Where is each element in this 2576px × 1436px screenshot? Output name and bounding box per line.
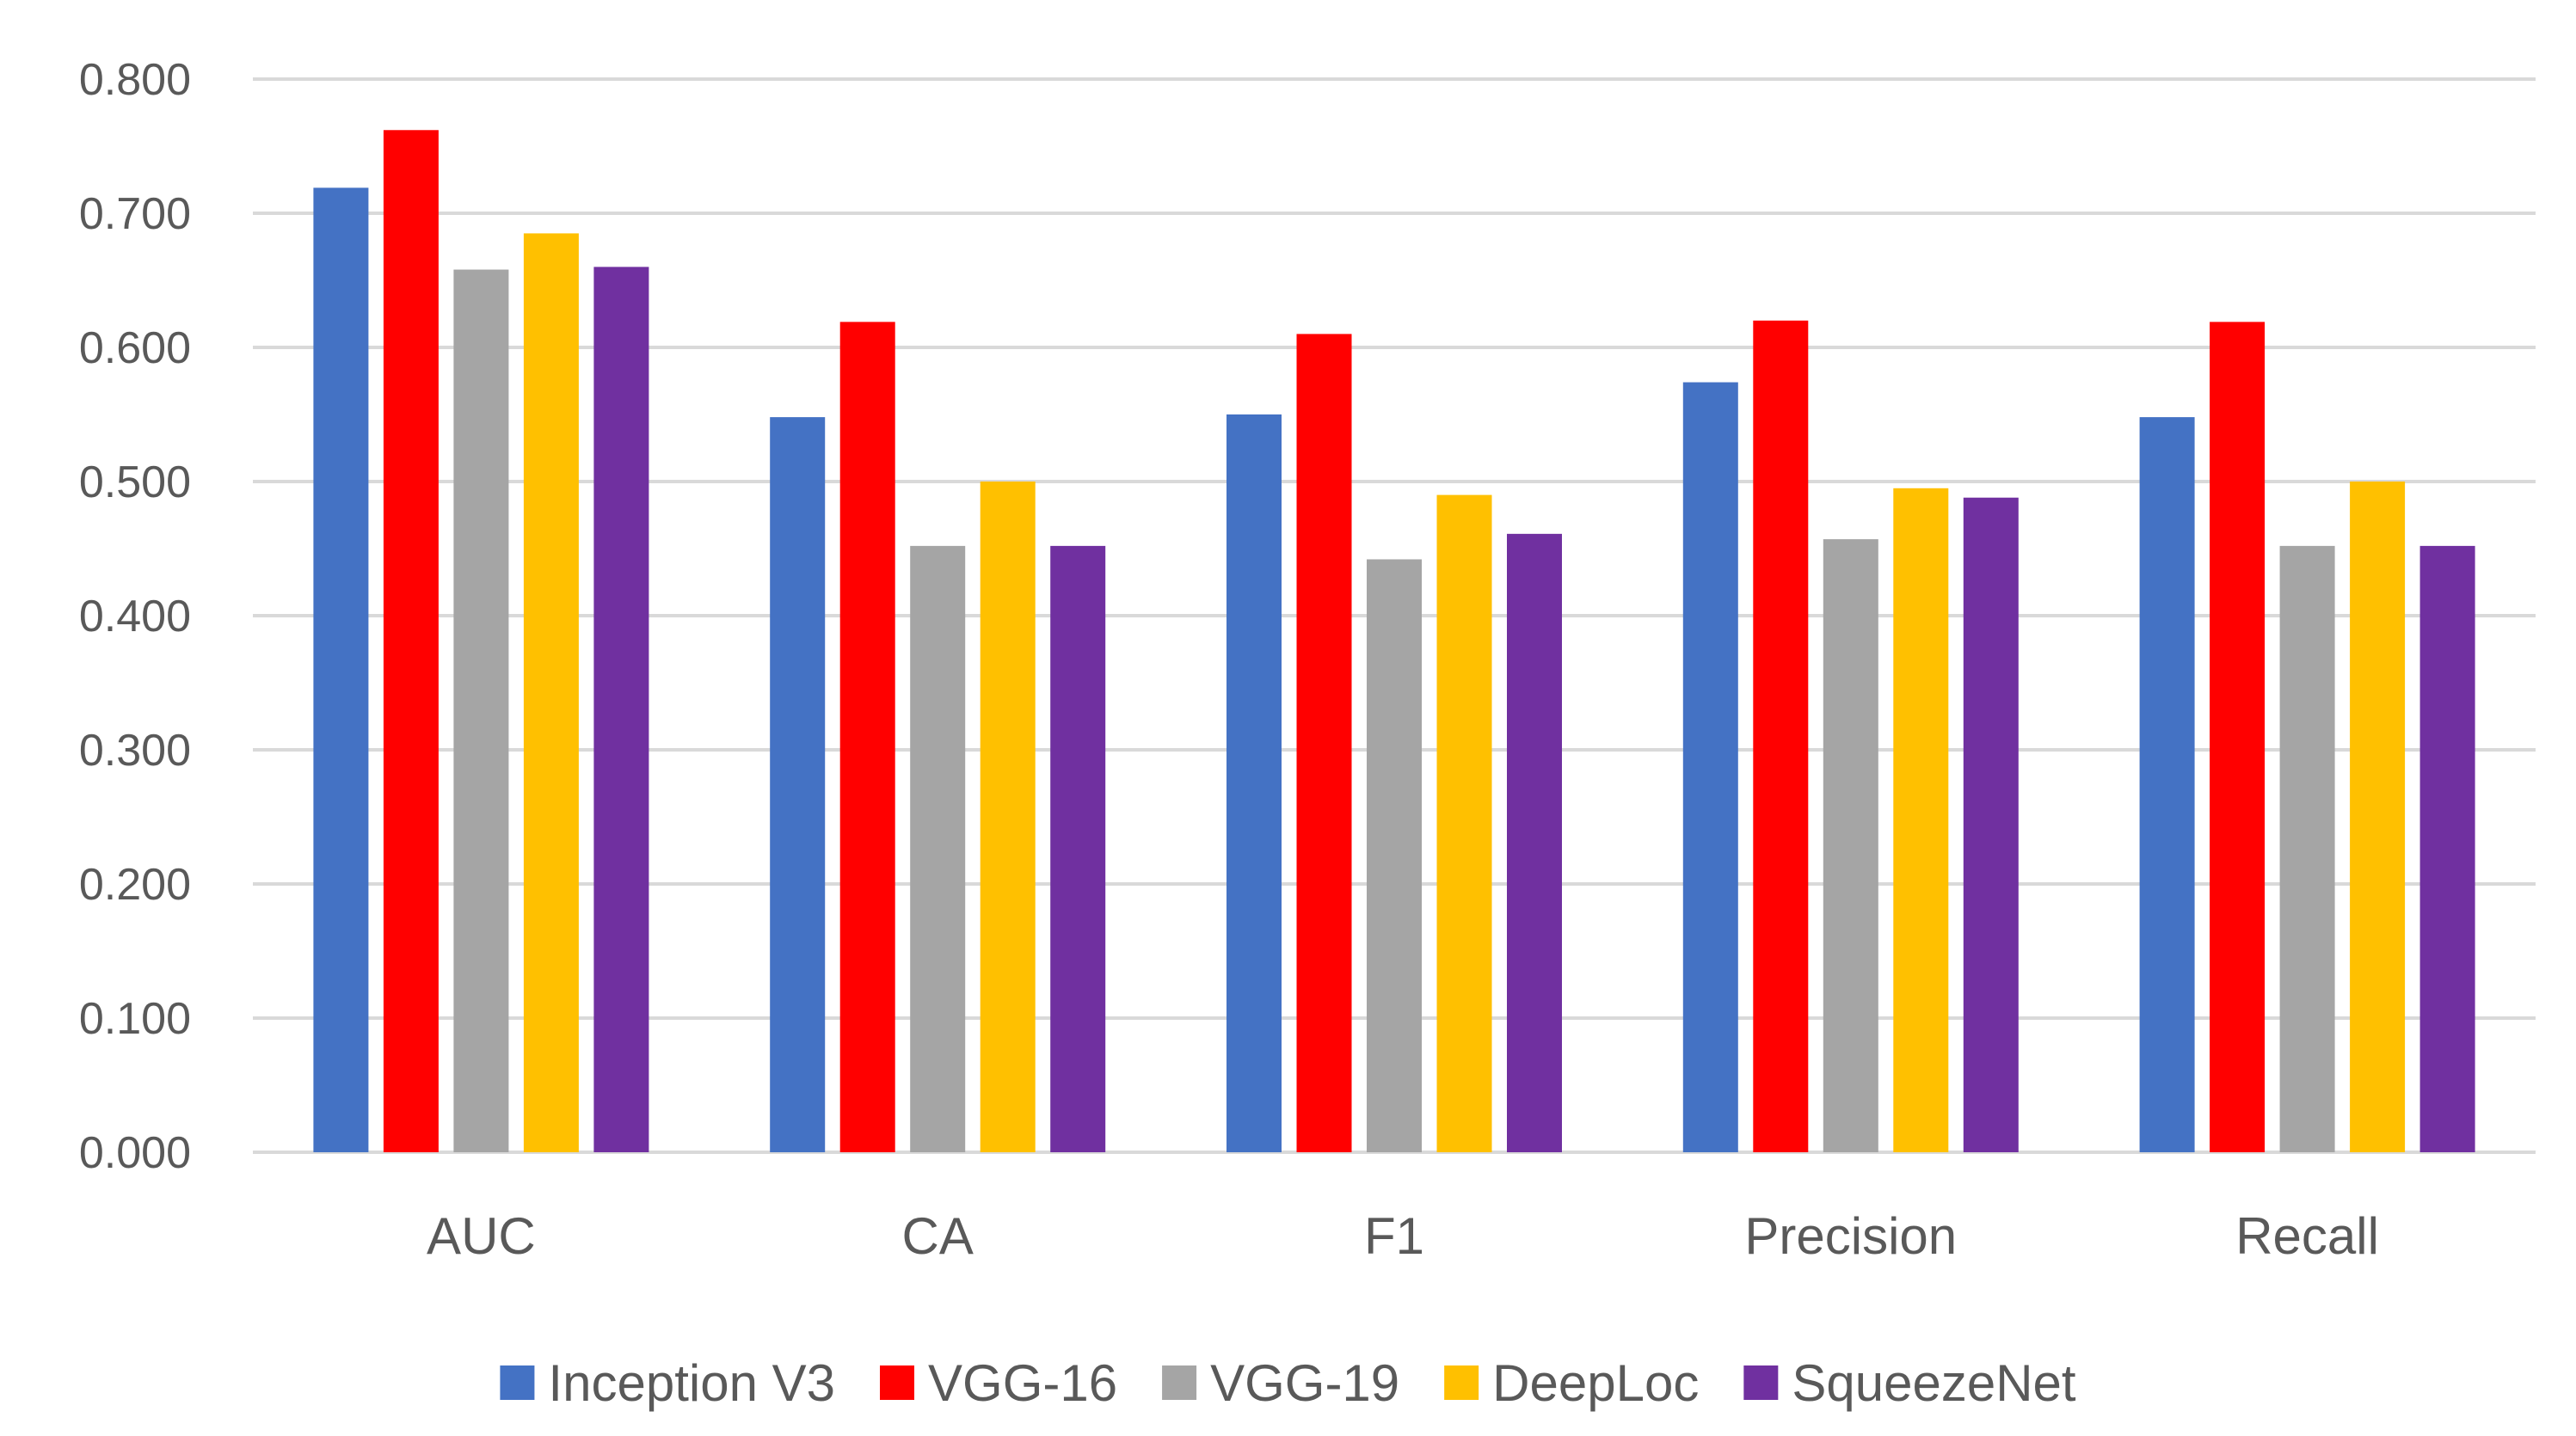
bar-vgg-16-recall [2210,322,2266,1152]
bar-squeezenet-recall [2419,545,2475,1152]
category-label: AUC [427,1207,536,1265]
bar-deeploc-ca [980,482,1036,1152]
bar-vgg-16-precision [1753,320,1809,1152]
legend-swatch [1743,1365,1779,1400]
bar-inception-v3-auc [313,187,369,1153]
bars [313,130,2475,1153]
bar-vgg-19-recall [2279,545,2335,1152]
bar-squeezenet-ca [1050,545,1106,1152]
legend-label: SqueezeNet [1792,1354,2076,1412]
y-tick-label: 0.400 [79,592,191,641]
y-tick-label: 0.700 [79,189,191,239]
legend-item: Inception V3 [500,1354,835,1412]
y-tick-label: 0.200 [79,860,191,910]
bar-deeploc-auc [523,233,579,1152]
legend-item: VGG-19 [1162,1354,1399,1412]
category-label: Recall [2235,1207,2379,1265]
legend-swatch [880,1365,914,1400]
bar-deeploc-f1 [1436,494,1492,1152]
bar-inception-v3-f1 [1227,414,1282,1152]
y-tick-label: 0.300 [79,726,191,776]
legend-swatch [1444,1365,1479,1400]
legend-label: DeepLoc [1492,1354,1699,1412]
y-tick-label: 0.500 [79,457,191,507]
legend-label: Inception V3 [548,1354,835,1412]
y-tick-label: 0.800 [79,55,191,105]
y-tick-label: 0.100 [79,994,191,1044]
bar-vgg-19-ca [910,545,966,1152]
legend-swatch [500,1365,535,1400]
legend: Inception V3 VGG-16 VGG-19 DeepLoc SqueezeNe… [500,1354,2076,1412]
bar-vgg-16-ca [839,322,895,1152]
bar-vgg-19-f1 [1367,559,1422,1152]
legend-item: VGG-16 [880,1354,1117,1412]
category-label: F1 [1364,1207,1424,1265]
legend-item: SqueezeNet [1743,1354,2076,1412]
bar-squeezenet-auc [593,267,649,1152]
axis-labels: 0.000 0.100 0.200 0.300 0.400 0.500 0.600 0.700… [79,55,2379,1265]
bar-squeezenet-precision [1963,497,2019,1152]
bar-vgg-19-auc [453,269,509,1152]
bar-squeezenet-f1 [1507,533,1562,1152]
bar-vgg-19-precision [1823,539,1878,1152]
bar-inception-v3-precision [1682,382,1738,1152]
bar-deeploc-recall [2350,482,2406,1152]
bar-deeploc-precision [1893,488,1949,1152]
legend-swatch [1162,1365,1197,1400]
legend-item: DeepLoc [1444,1354,1699,1412]
bar-inception-v3-ca [770,417,826,1152]
bar-vgg-16-auc [383,130,439,1152]
legend-label: VGG-19 [1210,1354,1399,1412]
y-tick-label: 0.000 [79,1128,191,1178]
category-label: CA [902,1207,974,1265]
bar-inception-v3-recall [2139,417,2195,1152]
bar-vgg-16-f1 [1296,334,1352,1152]
category-label: Precision [1744,1207,1957,1265]
legend-label: VGG-16 [928,1354,1117,1412]
y-tick-label: 0.600 [79,323,191,373]
